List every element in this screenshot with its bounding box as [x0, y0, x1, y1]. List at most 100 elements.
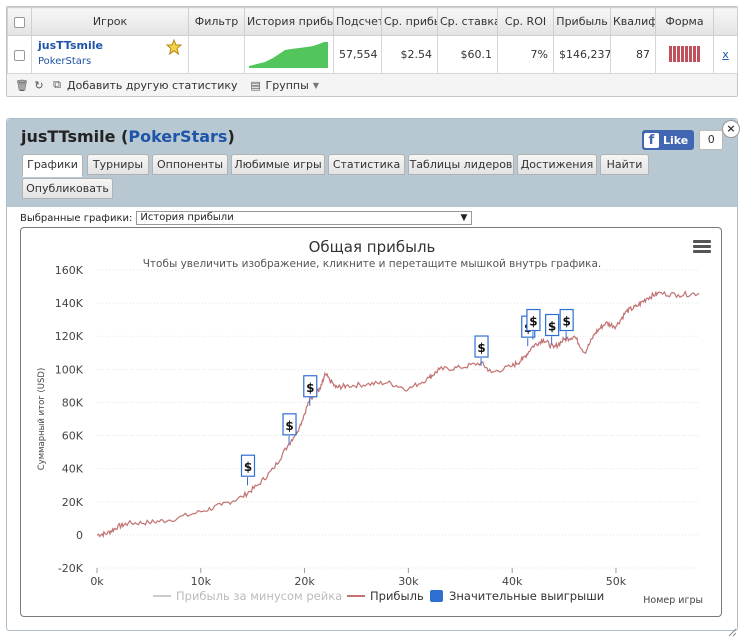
avg-stake-cell: $60.1 [437, 35, 498, 74]
y-tick-label: -20K [58, 562, 84, 575]
select-arrow-icon: ▼ [460, 213, 468, 223]
panel-title-site-link[interactable]: PokerStars [128, 127, 228, 146]
qualif-cell: 87 [610, 35, 656, 74]
facebook-icon: f [644, 132, 659, 148]
tab-achievements[interactable]: Достижения [517, 154, 597, 175]
chart-select[interactable]: История прибыли ▼ [136, 211, 473, 225]
select-all-checkbox[interactable] [7, 7, 32, 36]
form-bar [692, 45, 696, 62]
big-win-dollar-label: $ [477, 341, 485, 355]
form-cell [655, 35, 714, 74]
tab-charts[interactable]: Графики [22, 154, 83, 177]
add-stat-button[interactable]: ⧉ Добавить другую статистику [51, 78, 237, 92]
panel-title-player: jusTTsmile [21, 127, 116, 146]
tab-publish[interactable]: Опубликовать [22, 178, 113, 199]
y-tick-label: 100K [55, 363, 84, 376]
avg-profit-cell: $2.54 [381, 35, 438, 74]
x-tick-label: 10k [191, 575, 212, 588]
chart-select-value: История прибыли [140, 212, 234, 223]
row-checkbox[interactable] [7, 35, 32, 74]
panel-title: jusTTsmile (PokerStars) [21, 127, 235, 146]
avg-roi-cell: 7% [497, 35, 554, 74]
form-bar [688, 45, 692, 62]
col-profit[interactable]: Прибыль [553, 7, 611, 36]
col-count[interactable]: Подсчет [333, 7, 382, 36]
player-name-link[interactable]: jusTTsmile [38, 39, 103, 52]
form-bar [696, 45, 700, 62]
chevron-down-icon: ▼ [312, 80, 319, 90]
tab-favorite-games[interactable]: Любимые игры [231, 154, 325, 175]
profit-history-cell [244, 35, 334, 74]
y-tick-label: 120K [55, 330, 84, 343]
col-qualif[interactable]: Квалиф [610, 7, 656, 36]
player-panel: jusTTsmile (PokerStars) f Like 0 × Графи… [6, 118, 740, 631]
chart-menu-icon[interactable] [693, 240, 711, 254]
resize-grip-icon[interactable] [727, 627, 737, 637]
groups-icon: ▤ [250, 78, 261, 92]
big-win-dollar-label: $ [529, 315, 537, 329]
fb-like-count: 0 [699, 130, 724, 150]
tab-leaderboards[interactable]: Таблицы лидеров [408, 154, 514, 175]
col-avg-stake[interactable]: Ср. ставка [437, 7, 498, 36]
add-window-icon: ⧉ [53, 78, 61, 91]
form-bar [684, 45, 688, 62]
trash-icon[interactable]: 🗑 [15, 78, 29, 92]
big-win-dollar-label: $ [562, 315, 570, 329]
x-tick-label: 50k [606, 575, 627, 588]
count-cell: 57,554 [333, 35, 382, 74]
fb-like-button[interactable]: f Like [642, 130, 695, 150]
big-win-dollar-label: $ [306, 381, 314, 395]
x-tick-label: 0k [90, 575, 104, 588]
chart-select-label: Выбранные графики: [20, 212, 133, 224]
chart-container[interactable]: Общая прибыль Чтобы увеличить изображение… [20, 227, 722, 617]
big-win-flag [545, 313, 560, 337]
big-win-flag [526, 308, 541, 332]
y-tick-label: 0 [76, 529, 83, 542]
form-bar [676, 45, 680, 62]
col-profit-history[interactable]: История прибыі [244, 7, 334, 36]
profit-series-line [96, 289, 700, 539]
legend-big-wins-label: Значительные выигрыши [449, 589, 604, 603]
y-tick-label: 160K [55, 264, 84, 277]
groups-dropdown[interactable]: ▤ Группы ▼ [250, 79, 319, 92]
tab-search[interactable]: Найти [600, 154, 649, 175]
col-remove [713, 7, 738, 36]
y-tick-label: 60K [62, 430, 84, 443]
y-tick-label: 40K [62, 463, 84, 476]
table-header-row: Игрок Фильтр История прибыі Подсчет Ср. … [7, 7, 738, 36]
big-win-flag [474, 335, 489, 358]
col-avg-profit[interactable]: Ср. прибы [381, 7, 438, 36]
favorite-star-icon[interactable] [166, 39, 182, 55]
tab-statistics[interactable]: Статистика [328, 154, 405, 175]
big-win-flag [282, 413, 297, 436]
x-tick-label: 40k [502, 575, 523, 588]
big-win-flag [303, 375, 318, 398]
big-win-flag [559, 308, 574, 332]
big-win-flag [240, 454, 256, 477]
stats-panel: Игрок Фильтр История прибыі Подсчет Ср. … [6, 6, 738, 97]
filter-cell[interactable] [188, 35, 245, 74]
big-win-dollar-label: $ [285, 419, 293, 433]
col-avg-roi[interactable]: Ср. ROI [497, 7, 554, 36]
chart-subtitle: Чтобы увеличить изображение, кликните и … [143, 258, 602, 270]
profit-cell: $146,237 [553, 35, 611, 74]
col-player[interactable]: Игрок [31, 7, 189, 36]
y-tick-label: 140K [55, 297, 84, 310]
y-tick-label: 80K [62, 396, 84, 409]
legend-big-wins-swatch [430, 590, 443, 602]
player-site-link[interactable]: PokerStars [38, 56, 92, 67]
profit-sparkline [249, 42, 328, 68]
profit-chart[interactable]: Общая прибыль Чтобы увеличить изображение… [21, 228, 723, 618]
form-bar [668, 45, 672, 62]
refresh-icon[interactable]: ↻ [34, 78, 44, 92]
remove-row-link[interactable]: x [713, 35, 738, 74]
legend-profit-label: Прибыль [370, 589, 424, 603]
col-form[interactable]: Форма [655, 7, 714, 36]
col-filter[interactable]: Фильтр [188, 7, 245, 36]
close-panel-button[interactable]: × [722, 120, 740, 138]
tab-opponents[interactable]: Оппоненты [152, 154, 228, 175]
stats-toolbar: 🗑 ↻ ⧉ Добавить другую статистику ▤ Групп… [15, 78, 319, 92]
form-bar [680, 45, 684, 62]
tab-tournaments[interactable]: Турниры [87, 154, 149, 175]
panel-header: jusTTsmile (PokerStars) f Like 0 × Графи… [7, 119, 740, 207]
